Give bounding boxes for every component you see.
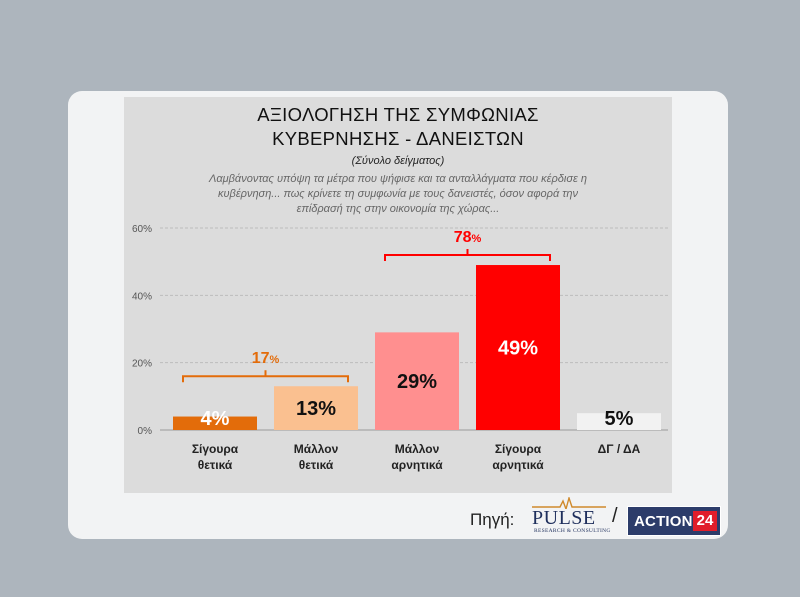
- category-label: αρνητικά: [391, 458, 443, 472]
- bar-value-label: 13%: [296, 398, 336, 420]
- pulse-logo-subtitle: RESEARCH & CONSULTING: [534, 528, 611, 534]
- bar: [173, 416, 257, 430]
- bracket: [182, 375, 349, 383]
- category-label: ΔΓ / ΔΑ: [598, 442, 641, 456]
- sample-note: (Σύνολο δείγματος): [351, 155, 445, 167]
- category-label: Μάλλον: [395, 442, 440, 456]
- y-tick-label: 60%: [132, 224, 152, 235]
- y-tick-label: 40%: [132, 291, 152, 302]
- y-tick-label: 20%: [132, 359, 152, 370]
- pulse-wave-icon: [532, 497, 606, 509]
- survey-question-line3: επίδρασή της στην οικονομία της χώρας...: [296, 203, 500, 215]
- bracket-total-label: 17%: [252, 350, 280, 367]
- source-label: Πηγή:: [470, 510, 515, 529]
- survey-question-line2: κυβέρνηση... πως κρίνετε τη συμφωνία με …: [217, 188, 578, 200]
- bar: [476, 265, 560, 430]
- category-label: Σίγουρα: [192, 442, 239, 456]
- category-label: Μάλλον: [294, 442, 339, 456]
- action24-logo-number: 24: [693, 511, 717, 531]
- bracket: [384, 254, 551, 262]
- survey-question-line1: Λαμβάνοντας υπόψη τα μέτρα που ψήφισε κα…: [209, 173, 587, 185]
- survey-question: Λαμβάνοντας υπόψη τα μέτρα που ψήφισε κα…: [170, 172, 626, 217]
- bar-value-label: 5%: [605, 408, 634, 430]
- category-label: θετικά: [299, 458, 334, 472]
- category-label: Σίγουρα: [495, 442, 542, 456]
- y-tick-label: 0%: [138, 426, 153, 437]
- action24-logo: ACTION 24: [627, 506, 721, 536]
- category-label: αρνητικά: [492, 458, 544, 472]
- bar: [375, 332, 459, 430]
- category-label: θετικά: [198, 458, 233, 472]
- chart-title-line2: ΚΥΒΕΡΝΗΣΗΣ - ΔΑΝΕΙΣΤΩΝ: [272, 128, 524, 149]
- bar-value-label: 4%: [201, 408, 230, 430]
- pulse-logo-word: PULSE: [532, 507, 596, 529]
- pulse-logo: PULSE RESEARCH & CONSULTING: [532, 497, 610, 536]
- bar: [577, 413, 661, 430]
- action24-logo-word: ACTION: [634, 513, 693, 530]
- bracket-total-label: 78%: [454, 229, 482, 246]
- bar: [274, 386, 358, 430]
- source-separator: /: [612, 505, 618, 527]
- bar-value-label: 49%: [498, 338, 538, 360]
- bar-value-label: 29%: [397, 371, 437, 393]
- chart-title-line1: ΑΞΙΟΛΟΓΗΣΗ ΤΗΣ ΣΥΜΦΩΝΙΑΣ: [257, 104, 539, 125]
